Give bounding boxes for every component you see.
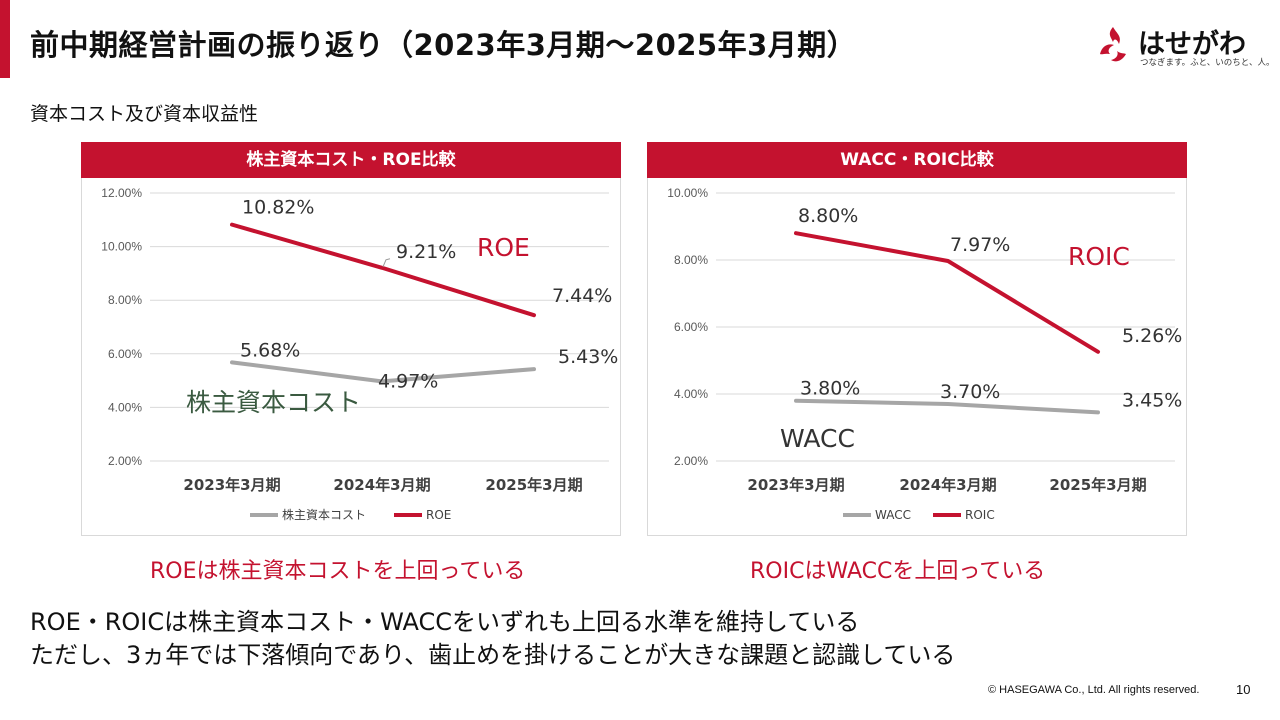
y-tick-label: 10.00% (101, 240, 142, 254)
company-logo: はせがわ つなぎます。ふと、いのちと、人。 (1092, 22, 1274, 72)
x-tick-label: 2025年3月期 (1049, 476, 1146, 494)
roe-chart: 2.00% 4.00% 6.00% 8.00% 10.00% 12.00% 2023年3月期… (101, 186, 618, 522)
y-tick-label: 6.00% (674, 320, 708, 334)
legend-label: WACC (875, 508, 911, 522)
data-label: 5.43% (558, 346, 618, 368)
data-label: 8.80% (798, 205, 858, 227)
data-label: 9.21% (396, 241, 456, 263)
y-tick-label: 4.00% (108, 400, 142, 414)
data-label: 3.80% (800, 378, 860, 400)
data-label: 7.44% (552, 285, 612, 307)
conclusion-line-2: ただし、3ヵ年では下落傾向であり、歯止めを掛けることが大きな課題と認識している (30, 641, 956, 669)
data-label: 10.82% (242, 197, 314, 219)
data-label: 7.97% (950, 234, 1010, 256)
logo-tagline: つなぎます。ふと、いのちと、人。 (1140, 58, 1275, 68)
series-line-ROE (230, 222, 536, 318)
data-label: 5.26% (1122, 325, 1182, 347)
y-tick-label: 8.00% (108, 293, 142, 307)
legend-label: 株主資本コスト (282, 507, 366, 522)
roic-chart-panel: WACC・ROIC比較 2.00% 4.00% 6.00% 8.00% 10.00% 20… (647, 142, 1187, 536)
y-tick-label: 4.00% (674, 387, 708, 401)
roe-caption: ROEは株主資本コストを上回っている (150, 559, 526, 584)
data-label: 3.45% (1122, 389, 1182, 411)
x-tick-label: 2025年3月期 (485, 476, 582, 494)
series-annotation: ROIC (1068, 242, 1130, 271)
roe-chart-panel: 株主資本コスト・ROE比較 2.00% 4.00% 6.00% 8.00% 10.00%… (81, 142, 621, 536)
series-line-株主資本コスト (230, 360, 536, 384)
copyright-notice: © HASEGAWA Co., Ltd. All rights reserved… (988, 684, 1200, 696)
hasegawa-flame-logo-icon (1100, 27, 1126, 62)
x-tick-label: 2024年3月期 (899, 476, 996, 494)
data-label: 3.70% (940, 381, 1000, 403)
label-leader-line (382, 258, 391, 267)
title-accent-bar (0, 0, 10, 78)
roic-chart-title: WACC・ROIC比較 (647, 142, 1187, 178)
y-tick-label: 2.00% (108, 454, 142, 468)
page-number: 10 (1236, 682, 1251, 697)
logo-wordmark: はせがわ (1138, 29, 1246, 60)
conclusion-line-1: ROE・ROICは株主資本コスト・WACCをいずれも上回る水準を維持している (30, 608, 860, 636)
roe-chart-title: 株主資本コスト・ROE比較 (81, 142, 621, 178)
x-tick-label: 2023年3月期 (183, 476, 280, 494)
x-tick-label: 2024年3月期 (333, 476, 430, 494)
page-title: 前中期経営計画の振り返り（2023年3月期～2025年3月期） (30, 28, 857, 62)
legend-label: ROIC (965, 508, 995, 522)
conclusion-text: ROE・ROICは株主資本コスト・WACCをいずれも上回る水準を維持している た… (30, 606, 955, 672)
series-line-ROIC (794, 231, 1100, 354)
x-tick-label: 2023年3月期 (747, 476, 844, 494)
section-subtitle: 資本コスト及び資本収益性 (30, 103, 259, 125)
data-label: 4.97% (378, 370, 438, 392)
legend-label: ROE (426, 508, 451, 522)
series-annotation: ROE (477, 233, 530, 262)
y-tick-label: 6.00% (108, 347, 142, 361)
roic-chart: 2.00% 4.00% 6.00% 8.00% 10.00% 2023年3月期 2024年3… (667, 186, 1182, 522)
y-tick-label: 8.00% (674, 253, 708, 267)
series-annotation: WACC (780, 424, 855, 453)
y-tick-label: 10.00% (667, 186, 708, 200)
series-line-WACC (794, 398, 1100, 415)
series-annotation: 株主資本コスト (186, 388, 361, 417)
y-tick-label: 2.00% (674, 454, 708, 468)
roic-caption: ROICはWACCを上回っている (750, 559, 1046, 584)
data-label: 5.68% (240, 339, 300, 361)
y-tick-label: 12.00% (101, 186, 142, 200)
